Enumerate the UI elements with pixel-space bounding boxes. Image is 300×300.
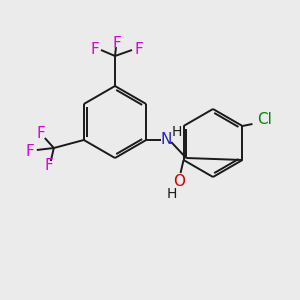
Text: F: F [135,41,143,56]
Text: N: N [160,133,172,148]
Text: F: F [112,35,122,50]
Text: F: F [91,41,99,56]
Text: H: H [172,125,182,139]
Text: F: F [26,145,34,160]
Text: F: F [36,127,45,142]
Text: H: H [167,187,177,201]
Text: O: O [174,175,186,190]
Text: Cl: Cl [257,112,272,128]
Text: F: F [44,158,53,173]
